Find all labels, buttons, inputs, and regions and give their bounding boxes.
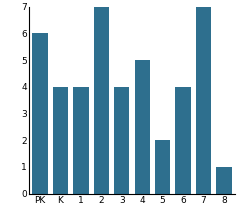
- Bar: [135, 60, 150, 194]
- Bar: [155, 140, 170, 194]
- Bar: [32, 33, 48, 194]
- Bar: [196, 7, 211, 194]
- Bar: [53, 87, 68, 194]
- Bar: [94, 7, 109, 194]
- Bar: [175, 87, 191, 194]
- Bar: [216, 167, 232, 194]
- Bar: [114, 87, 129, 194]
- Bar: [73, 87, 89, 194]
